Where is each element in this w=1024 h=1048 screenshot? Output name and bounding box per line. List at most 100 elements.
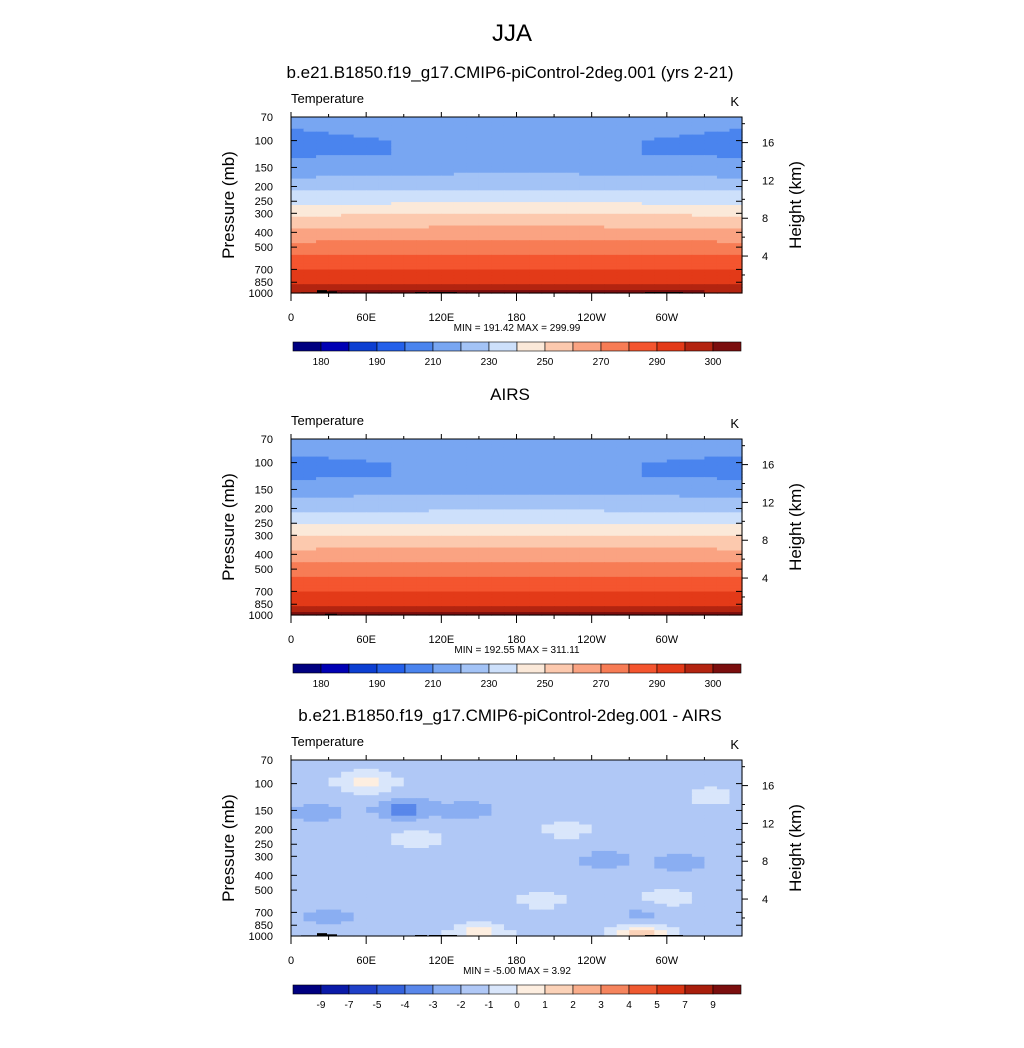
y-tick-label: 700 — [255, 586, 273, 598]
y-tick-label: 300 — [255, 530, 273, 542]
colorbar-label: 190 — [369, 357, 386, 368]
colorbar-swatch — [517, 342, 545, 351]
contour-field — [291, 760, 743, 937]
y-tick-label: 200 — [255, 503, 273, 515]
y-tick-label: 700 — [255, 264, 273, 276]
right-axis-label: Height (km) — [786, 483, 805, 571]
min-max-stats: MIN = 191.42 MAX = 299.99 — [454, 323, 581, 334]
y-tick-label: 250 — [255, 196, 273, 208]
colorbar-label: 190 — [369, 679, 386, 690]
colorbar-swatch — [377, 342, 405, 351]
height-tick-label: 8 — [762, 213, 768, 225]
min-max-stats: MIN = 192.55 MAX = 311.11 — [454, 645, 580, 656]
height-tick-label: 16 — [762, 460, 774, 472]
colorbar-swatch — [657, 342, 685, 351]
x-tick-label: 60E — [356, 634, 376, 646]
contour-field — [291, 439, 743, 616]
height-tick-label: 8 — [762, 535, 768, 547]
x-tick-label: 120E — [428, 312, 454, 324]
right-axis-label: Height (km) — [786, 161, 805, 249]
height-tick-label: 16 — [762, 138, 774, 150]
y-tick-label: 500 — [255, 564, 273, 576]
colorbar-label: 210 — [425, 679, 442, 690]
colorbar-swatch — [685, 342, 713, 351]
colorbar-swatch — [405, 342, 433, 351]
colorbar-label: 290 — [649, 357, 666, 368]
colorbar-swatch — [489, 342, 517, 351]
colorbar-label: 250 — [537, 679, 554, 690]
variable-label: Temperature — [291, 91, 364, 106]
y-tick-label: 1000 — [249, 610, 273, 622]
x-tick-label: 120E — [428, 634, 454, 646]
colorbar-swatch — [573, 342, 601, 351]
colorbar-swatch — [657, 664, 685, 673]
colorbar-swatch — [321, 342, 349, 351]
x-tick-label: 60W — [656, 312, 679, 324]
x-tick-label: 0 — [288, 312, 294, 324]
colorbar-swatch — [545, 664, 573, 673]
colorbar-label: 210 — [425, 357, 442, 368]
colorbar-swatch — [629, 664, 657, 673]
chart-panel-airs: 7010015020025030040050070085010001612840… — [0, 407, 1024, 727]
colorbar-swatch — [601, 342, 629, 351]
height-tick-label: 12 — [762, 175, 774, 187]
colorbar-swatch — [349, 342, 377, 351]
colorbar-swatch — [433, 342, 461, 351]
colorbar-swatch — [573, 664, 601, 673]
colorbar-swatch — [461, 664, 489, 673]
colorbar-label: 180 — [313, 679, 330, 690]
figure-title: JJA — [0, 20, 1024, 48]
colorbar-label: 230 — [481, 357, 498, 368]
colorbar-swatch — [433, 664, 461, 673]
colorbar-swatch — [321, 664, 349, 673]
chart-panel-difference: 7010015020025030040050070085010001612840… — [0, 728, 1024, 1048]
contour-field — [291, 117, 743, 294]
colorbar-swatch — [293, 664, 321, 673]
x-tick-label: 120W — [577, 634, 606, 646]
y-tick-label: 250 — [255, 518, 273, 530]
y-tick-label: 70 — [261, 434, 273, 446]
height-tick-label: 4 — [762, 251, 768, 263]
colorbar: 180 190 210 230 250 270 290 300 — [293, 342, 741, 368]
colorbar-label: 270 — [593, 357, 610, 368]
y-tick-label: 150 — [255, 484, 273, 496]
y-tick-label: 200 — [255, 181, 273, 193]
height-tick-label: 4 — [762, 573, 768, 585]
x-tick-label: 60W — [656, 634, 679, 646]
x-tick-label: 120W — [577, 312, 606, 324]
colorbar-swatch — [293, 342, 321, 351]
colorbar-swatch — [461, 342, 489, 351]
colorbar-swatch — [713, 664, 741, 673]
x-tick-label: 0 — [288, 634, 294, 646]
colorbar-label: 230 — [481, 679, 498, 690]
units-label: K — [730, 416, 739, 431]
colorbar-swatch — [685, 664, 713, 673]
y-tick-label: 400 — [255, 227, 273, 239]
colorbar-label: 250 — [537, 357, 554, 368]
y-axis-label: Pressure (mb) — [219, 473, 238, 581]
y-tick-label: 400 — [255, 549, 273, 561]
colorbar-label: 290 — [649, 679, 666, 690]
colorbar-swatch — [489, 664, 517, 673]
colorbar-swatch — [405, 664, 433, 673]
colorbar-swatch — [601, 664, 629, 673]
colorbar-label: 300 — [705, 357, 722, 368]
x-tick-label: 60E — [356, 312, 376, 324]
colorbar-label: 180 — [313, 357, 330, 368]
variable-label: Temperature — [291, 413, 364, 428]
y-tick-label: 300 — [255, 208, 273, 220]
y-tick-label: 100 — [255, 458, 273, 470]
colorbar-swatch — [629, 342, 657, 351]
colorbar-swatch — [713, 342, 741, 351]
colorbar-swatch — [545, 342, 573, 351]
y-tick-label: 500 — [255, 242, 273, 254]
chart-panel-model: 7010015020025030040050070085010001612840… — [0, 85, 1024, 405]
colorbar-swatch — [377, 664, 405, 673]
y-axis-label: Pressure (mb) — [219, 151, 238, 259]
y-tick-label: 150 — [255, 162, 273, 174]
y-tick-label: 100 — [255, 136, 273, 148]
colorbar-swatch — [349, 664, 377, 673]
panel-title-difference: b.e21.B1850.f19_g17.CMIP6-piControl-2deg… — [190, 706, 830, 726]
y-tick-label: 70 — [261, 112, 273, 124]
